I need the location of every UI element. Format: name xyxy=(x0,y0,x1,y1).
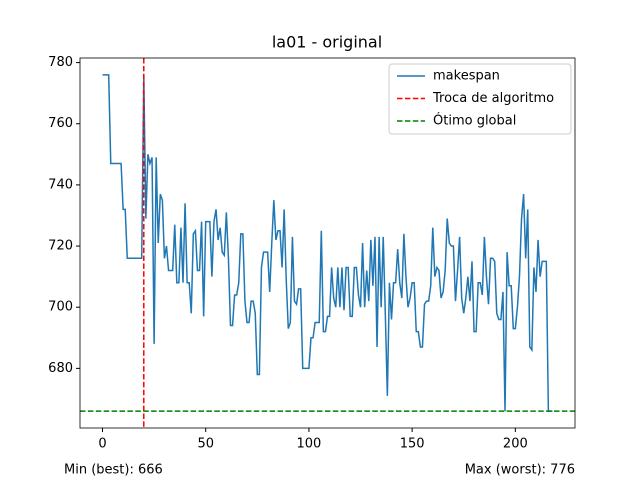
annotation: Max (worst): 776 xyxy=(465,463,575,478)
y-tick-label: 700 xyxy=(48,300,73,315)
x-tick-label: 150 xyxy=(400,437,425,452)
y-tick-label: 680 xyxy=(48,361,73,376)
y-tick-label: 720 xyxy=(48,239,73,254)
series-line xyxy=(102,74,553,412)
legend-label: Troca de algoritmo xyxy=(432,91,554,106)
chart-title: la01 - original xyxy=(272,33,382,52)
legend-box xyxy=(388,63,572,135)
y-tick-label: 740 xyxy=(48,177,73,192)
legend-label: Ótimo global xyxy=(433,113,516,129)
x-tick-label: 200 xyxy=(503,437,528,452)
plot-frame xyxy=(79,57,576,429)
annotation: Min (best): 666 xyxy=(64,463,163,478)
y-tick-label: 760 xyxy=(48,116,73,131)
x-tick-label: 50 xyxy=(197,437,214,452)
y-tick-label: 780 xyxy=(48,55,73,70)
x-tick-label: 0 xyxy=(98,437,106,452)
x-tick-label: 100 xyxy=(297,437,322,452)
legend-label: makespan xyxy=(433,69,500,84)
